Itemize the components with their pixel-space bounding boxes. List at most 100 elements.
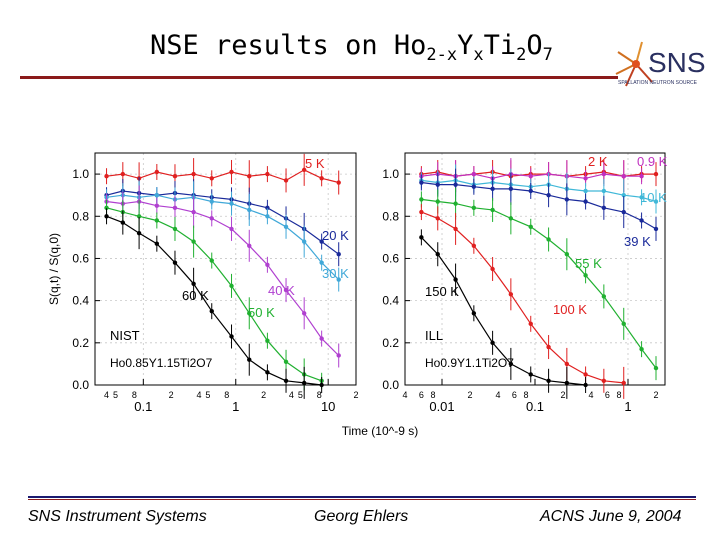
plot-frame [94, 152, 357, 386]
instrument-label: ILL [425, 328, 443, 343]
series-right-100K: 100 K [419, 204, 626, 399]
data-point [546, 237, 551, 242]
data-point [419, 235, 424, 240]
data-point [639, 346, 644, 352]
data-point [471, 311, 477, 316]
data-point [508, 216, 514, 221]
series-left-60K: 60 K [104, 208, 324, 399]
sample-label: Ho0.85Y1.15Ti2O7 [110, 356, 213, 370]
data-point [583, 382, 588, 388]
data-point [528, 372, 533, 377]
data-point [265, 262, 270, 267]
y-tick-label: 0.6 [72, 251, 89, 265]
data-point [601, 171, 607, 177]
title-subscript: 7 [542, 45, 553, 65]
data-point [601, 294, 607, 299]
data-point [247, 357, 252, 362]
footer-center: Georg Ehlers [314, 508, 409, 525]
data-point [283, 224, 289, 230]
x-minor-tick-label: 4 [104, 390, 109, 400]
series-curve [421, 179, 657, 203]
series-curve [421, 198, 657, 369]
data-point [419, 180, 424, 185]
data-point [453, 182, 458, 187]
data-point [191, 171, 196, 177]
data-point [490, 186, 495, 192]
x-minor-tick-label: 8 [523, 390, 528, 400]
data-point [247, 174, 252, 179]
data-point [490, 207, 495, 213]
data-point [528, 224, 533, 230]
series-label: 100 K [553, 302, 587, 317]
y-tick-label: 1.0 [72, 167, 89, 181]
x-minor-tick-label: 5 [298, 390, 303, 400]
y-tick-label: 0.8 [382, 209, 399, 223]
data-point [154, 169, 160, 175]
data-point [621, 380, 626, 386]
data-point [471, 171, 477, 177]
y-tick-label: 0.2 [382, 336, 399, 350]
data-point [546, 378, 551, 383]
x-minor-tick-label: 4 [196, 390, 201, 400]
data-point [319, 239, 324, 244]
footer-rule [28, 496, 696, 498]
data-point [419, 197, 424, 202]
data-point [229, 169, 234, 175]
y-axis-label: S(q,t) / S(q,0) [47, 233, 61, 305]
sns-logo: SNS SPALLATION NEUTRON SOURCE [615, 41, 706, 87]
series-right-55K: 55 K [419, 187, 659, 381]
data-point [265, 205, 270, 211]
x-minor-tick-label: 5 [205, 390, 210, 400]
data-point [528, 174, 533, 179]
title-rule [20, 76, 618, 79]
series-curve [106, 200, 340, 356]
data-point [546, 344, 551, 350]
data-point [319, 382, 324, 388]
series-left-5K: 5 K [104, 153, 341, 195]
data-point [621, 192, 626, 198]
data-point [120, 171, 126, 177]
data-point [301, 167, 307, 173]
data-point [191, 239, 196, 244]
data-point [209, 258, 214, 263]
series-left-50K: 50 K [104, 199, 324, 391]
data-point [229, 226, 234, 232]
data-point [653, 365, 659, 371]
data-point [621, 209, 626, 215]
data-point [265, 171, 270, 177]
data-point [508, 361, 514, 367]
footer-rule-accent [28, 499, 696, 500]
data-point [336, 353, 341, 358]
series-label: 50 K [248, 305, 275, 320]
data-point [247, 207, 252, 213]
instrument-label: NIST [110, 328, 140, 343]
x-tick-label: 0.1 [134, 399, 152, 414]
series-label: 150 K [425, 284, 459, 299]
series-curve [421, 211, 624, 384]
series-label: 40 K [268, 283, 295, 298]
data-point [639, 218, 644, 223]
series-curve [420, 236, 586, 386]
data-point [191, 281, 196, 286]
series-label: 10 K [640, 190, 667, 205]
data-point [639, 174, 644, 179]
data-point [283, 359, 289, 364]
slide-title: NSE results on Ho2-xYxTi2O7 [150, 30, 610, 65]
data-point [653, 226, 659, 232]
x-minor-tick-label: 6 [419, 390, 424, 400]
title-subscript: 2-x [426, 45, 458, 65]
x-minor-tick-label: 2 [560, 390, 565, 400]
data-point [319, 336, 324, 341]
x-minor-tick-label: 2 [353, 390, 358, 400]
data-point [336, 252, 341, 257]
y-tick-label: 0.4 [382, 294, 399, 308]
data-point [336, 277, 341, 282]
data-point [419, 209, 424, 215]
data-point [301, 311, 307, 316]
series-label: 30 K [322, 266, 349, 281]
x-minor-tick-label: 2 [467, 390, 472, 400]
data-point [209, 308, 214, 314]
data-point [508, 292, 514, 297]
data-point [209, 176, 214, 181]
